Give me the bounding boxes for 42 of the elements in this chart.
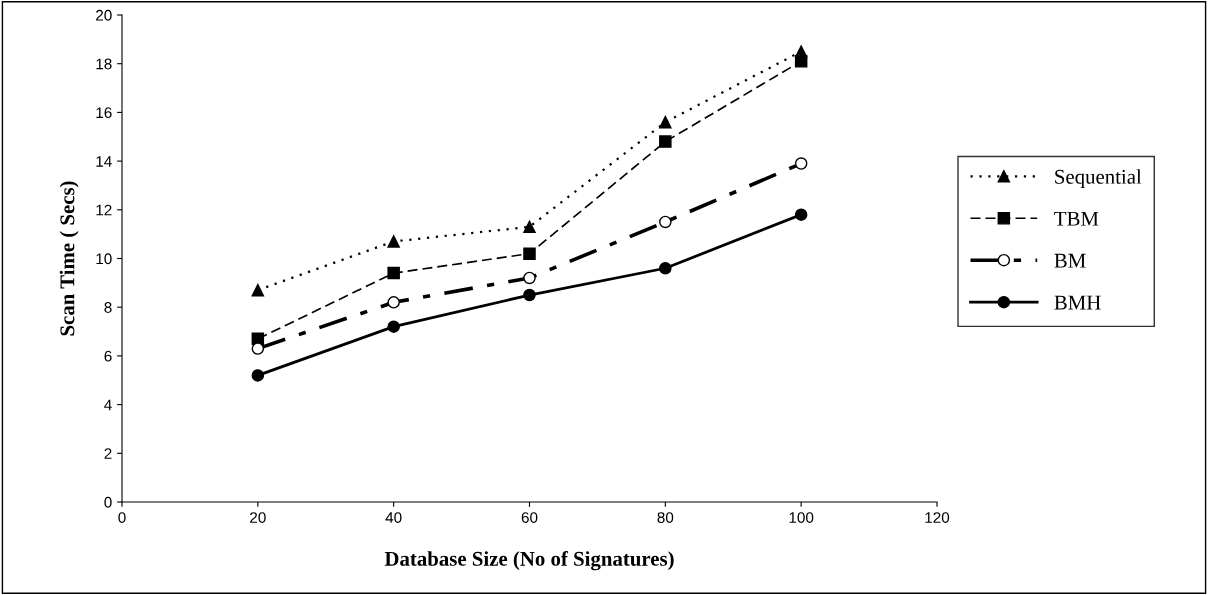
y-tick-label: 14 [96, 156, 112, 167]
y-tick-label: 6 [104, 350, 112, 362]
y-tick-label: 10 [96, 253, 112, 265]
y-axis-title: Scan Time ( Secs) [59, 181, 79, 336]
point [794, 157, 808, 170]
point [523, 288, 536, 302]
x-tick-label: 60 [521, 512, 538, 523]
y-tick-label: 0 [104, 496, 112, 508]
point [523, 220, 536, 234]
point [659, 261, 672, 275]
point [387, 320, 400, 333]
legend-label: BM [1054, 253, 1086, 268]
y-tick-label: 2 [104, 448, 112, 459]
point [387, 266, 400, 280]
point [659, 115, 672, 129]
point [659, 215, 672, 229]
x-tick-label: 20 [250, 512, 266, 523]
point [387, 235, 400, 248]
y-tick-label: 12 [96, 204, 112, 216]
y-tick-label: 4 [104, 399, 112, 411]
x-tick-label: 100 [789, 512, 814, 523]
x-tick-label: 80 [657, 512, 674, 523]
point [251, 369, 265, 382]
legend-label: TBM [1054, 211, 1099, 226]
y-tick-label: 20 [96, 9, 112, 21]
point [523, 271, 536, 285]
x-tick-label: 40 [385, 512, 402, 523]
x-tick-label: 0 [118, 512, 126, 523]
y-tick-label: 18 [96, 58, 112, 70]
y-tick-label: 8 [104, 302, 112, 313]
x-tick-label: 120 [925, 512, 950, 523]
legend-label: BMH [1054, 295, 1101, 310]
point [794, 208, 808, 221]
point [659, 135, 672, 148]
point [251, 283, 265, 297]
x-axis-title: Database Size (No of Signatures) [384, 550, 674, 571]
point [523, 247, 536, 260]
point [251, 342, 265, 355]
y-tick-label: 16 [96, 107, 112, 119]
point [387, 296, 400, 309]
point [794, 55, 808, 68]
legend-label: Sequential [1055, 169, 1142, 189]
